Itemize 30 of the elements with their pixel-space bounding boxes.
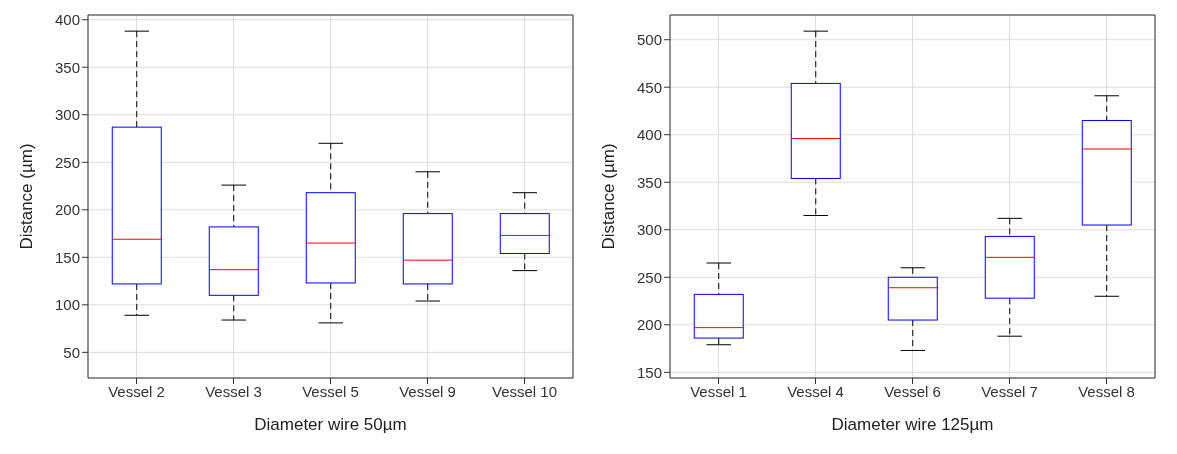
- y-tick-label: 250: [54, 153, 80, 171]
- y-tick-label: 200: [54, 201, 80, 219]
- y-tick-label: 350: [54, 58, 80, 76]
- y-tick-label: 450: [636, 78, 662, 96]
- y-tick-label: 100: [54, 296, 80, 314]
- x-tick-label: Vessel 3: [205, 382, 262, 400]
- x-tick-label: Vessel 9: [399, 382, 456, 400]
- x-axis-title: Diameter wire 50µm: [254, 415, 407, 434]
- x-tick-label: Vessel 1: [690, 382, 747, 400]
- y-tick-label: 150: [54, 248, 80, 266]
- y-tick-label: 300: [54, 106, 80, 124]
- y-axis-title: Distance (µm): [599, 143, 619, 250]
- y-axis-title: Distance (µm): [17, 143, 37, 250]
- y-tick-label: 350: [636, 173, 662, 191]
- x-tick-label: Vessel 6: [884, 382, 941, 400]
- x-tick-label: Vessel 2: [108, 382, 165, 400]
- y-tick-label: 500: [636, 31, 662, 49]
- x-axis-title: Diameter wire 125µm: [831, 415, 994, 434]
- y-tick-label: 150: [636, 363, 662, 381]
- y-tick-label: 200: [636, 316, 662, 334]
- y-tick-label: 250: [636, 268, 662, 286]
- x-tick-label: Vessel 8: [1078, 382, 1135, 400]
- x-tick-label: Vessel 7: [981, 382, 1038, 400]
- x-tick-label: Vessel 10: [491, 382, 558, 400]
- y-tick-label: 400: [54, 11, 80, 29]
- y-tick-label: 50: [63, 343, 80, 361]
- x-tick-label: Vessel 5: [302, 382, 359, 400]
- y-tick-label: 300: [636, 221, 662, 239]
- x-tick-label: Vessel 4: [787, 382, 844, 400]
- y-tick-label: 400: [636, 126, 662, 144]
